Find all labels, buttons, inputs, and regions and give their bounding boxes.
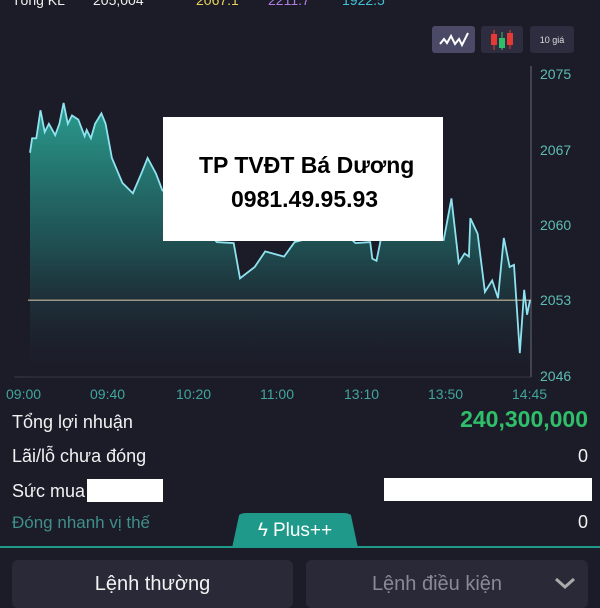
normal-order-button[interactable]: Lệnh thường — [12, 560, 293, 608]
lightning-icon: ϟ — [258, 520, 268, 542]
watermark-name: TP TVĐT Bá Dương — [199, 152, 414, 179]
total-profit-label: Tổng lợi nhuận — [12, 412, 133, 433]
y-tick-label: 2046 — [540, 368, 571, 384]
x-tick-label: 09:40 — [90, 386, 125, 402]
y-tick-label: 2053 — [540, 292, 571, 308]
x-tick-label: 11:00 — [260, 386, 294, 402]
redaction-box — [87, 479, 163, 502]
plus-tab[interactable]: ϟ Plus++ — [232, 513, 358, 548]
total-profit-value: 240,300,000 — [460, 406, 588, 433]
quick-close-value: 0 — [578, 512, 588, 533]
x-tick-label: 13:10 — [344, 386, 379, 402]
y-tick-label: 2067 — [540, 142, 571, 158]
conditional-order-label: Lệnh điều kiện — [372, 573, 502, 596]
redaction-box — [384, 478, 592, 501]
x-tick-label: 14:45 — [512, 386, 547, 402]
plus-tab-label: Plus++ — [273, 520, 332, 542]
y-tick-label: 2060 — [540, 217, 571, 233]
watermark-phone: 0981.49.95.93 — [231, 186, 378, 213]
chevron-down-icon[interactable] — [554, 576, 576, 590]
x-tick-label: 09:00 — [6, 386, 41, 402]
quick-close-position-link[interactable]: Đóng nhanh vị thế — [12, 513, 150, 533]
unrealized-pl-value: 0 — [578, 446, 588, 467]
buying-power-label: Sức mua — [12, 481, 85, 502]
x-tick-label: 10:20 — [176, 386, 211, 402]
x-tick-label: 13:50 — [428, 386, 463, 402]
y-tick-label: 2075 — [540, 66, 571, 82]
watermark-box: TP TVĐT Bá Dương 0981.49.95.93 — [163, 117, 443, 241]
conditional-order-button[interactable]: Lệnh điều kiện — [306, 560, 588, 608]
unrealized-pl-label: Lãi/lỗ chưa đóng — [12, 446, 146, 467]
